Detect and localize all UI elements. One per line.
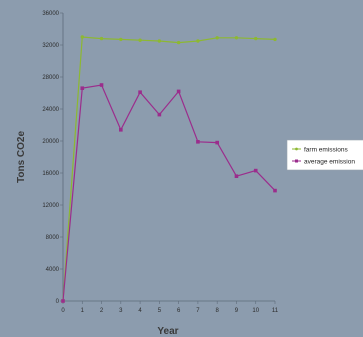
legend-label-farm-emissions: farm emissions <box>304 146 348 153</box>
farm-emissions-point <box>196 39 200 43</box>
y-axis-title: Tons CO2e <box>16 131 27 183</box>
farm-emissions-point <box>99 36 104 41</box>
farm-emissions-point <box>176 40 181 45</box>
farm-emissions-legend-marker <box>295 147 298 151</box>
farm-emissions-point <box>273 37 277 42</box>
farm-emissions-point <box>215 36 219 40</box>
y-tick-label: 16000 <box>42 171 59 177</box>
y-axis-ticks: 0 4000 8000 12000 16000 20000 24000 28000 32000 3… <box>42 11 63 305</box>
farm-emissions-point <box>254 36 258 41</box>
y-tick-label: 8000 <box>46 235 60 241</box>
average-emission-point <box>157 112 162 117</box>
average-emission-line <box>62 84 276 302</box>
average-emission-point <box>234 174 239 178</box>
x-tick-label: 10 <box>252 308 259 314</box>
farm-emissions-line <box>62 36 276 302</box>
legend-label-average-emission: average emission <box>304 158 355 165</box>
x-tick-label: 6 <box>177 308 181 314</box>
x-tick-label: 1 <box>81 308 85 314</box>
average-emission-point <box>215 140 219 145</box>
average-emission-point <box>61 299 65 303</box>
y-tick-label: 36000 <box>42 11 59 17</box>
farm-emissions-point <box>119 37 123 42</box>
farm-emissions-point <box>157 39 162 43</box>
series-markers <box>61 35 277 303</box>
x-tick-label: 11 <box>272 308 279 314</box>
y-tick-label: 0 <box>56 299 60 305</box>
average-emission-point <box>80 86 85 90</box>
y-tick-label: 32000 <box>42 43 59 49</box>
y-tick-label: 20000 <box>42 139 59 145</box>
x-tick-label: 3 <box>119 308 123 314</box>
average-emission-point <box>119 128 123 132</box>
x-tick-label: 9 <box>235 308 239 314</box>
x-axis-ticks: 0 1 2 3 4 5 6 7 8 9 10 11 <box>61 301 279 314</box>
average-emission-point <box>196 140 200 144</box>
series-lines <box>62 36 276 302</box>
average-emission-point <box>138 90 142 94</box>
average-emission-point <box>253 168 258 173</box>
x-tick-label: 0 <box>61 308 65 314</box>
y-tick-label: 12000 <box>42 203 59 209</box>
x-tick-label: 5 <box>158 308 162 314</box>
axes <box>62 13 275 302</box>
farm-emissions-point <box>80 35 84 39</box>
x-tick-label: 7 <box>196 308 200 314</box>
y-tick-label: 4000 <box>46 267 60 273</box>
y-tick-label: 28000 <box>42 75 59 81</box>
average-emission-legend-marker <box>295 159 298 163</box>
farm-emissions-point <box>138 38 142 42</box>
y-tick-label: 24000 <box>42 107 59 113</box>
x-tick-label: 2 <box>100 308 104 314</box>
average-emission-point <box>99 83 104 87</box>
average-emission-point <box>273 188 277 193</box>
legend-box <box>286 139 363 171</box>
x-tick-label: 4 <box>138 308 142 314</box>
legend: farm emissions average emission <box>286 139 363 171</box>
x-tick-label: 8 <box>216 308 220 314</box>
x-axis-title: Year <box>157 326 178 337</box>
farm-emissions-point <box>234 36 239 40</box>
average-emission-point <box>176 89 181 94</box>
